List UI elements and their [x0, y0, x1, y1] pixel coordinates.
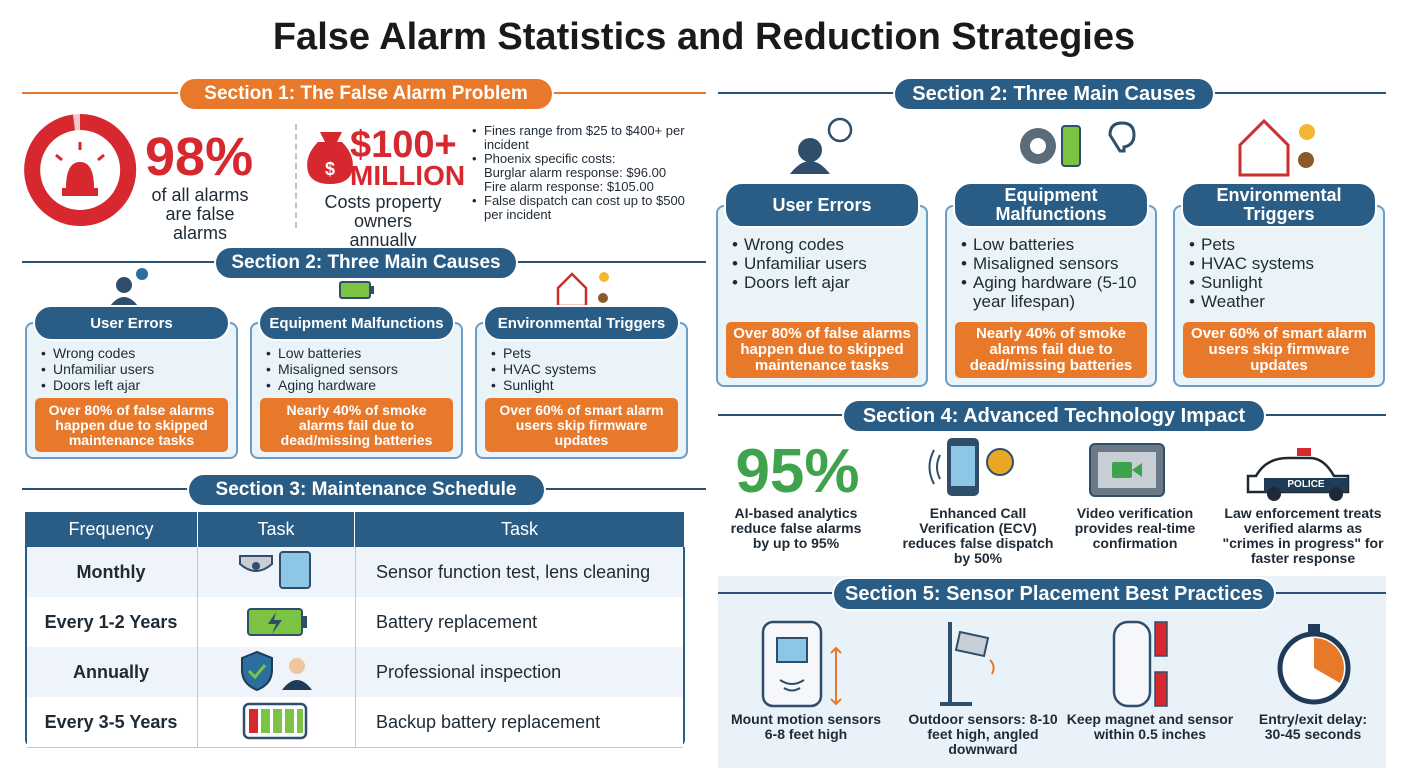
card-note: Over 60% of smart alarm users skip firmw…	[485, 398, 678, 452]
cause-item: Pets	[1189, 235, 1371, 254]
tech-caption: Enhanced Call Verification (ECV) reduces…	[902, 505, 1054, 566]
section-heading: Section 2: Three Main Causes	[893, 77, 1215, 111]
section-heading: Section 2: Three Main Causes	[214, 246, 518, 280]
big-stat: 98%	[145, 127, 254, 187]
cause-item: Low batteries	[961, 235, 1143, 254]
column-header: Frequency	[25, 512, 198, 547]
cause-item: Pets	[491, 345, 674, 361]
cause-item: HVAC systems	[491, 361, 674, 377]
fact: Fines range from $25 to $400+ per incide…	[472, 124, 702, 152]
card-note: Over 80% of false alarms happen due to s…	[35, 398, 228, 452]
cause-item: Weather	[1189, 292, 1371, 311]
cause-item: Aging hardware (5-10 year lifespan)	[961, 273, 1143, 311]
placement-icons	[761, 620, 1351, 708]
row-task: Professional inspection	[376, 661, 562, 682]
cause-item: Sunlight	[491, 377, 674, 393]
cause-item: Doors left ajar	[41, 377, 224, 393]
column-header: Task	[198, 512, 355, 547]
stat-caption: of all alarms are false alarms	[151, 185, 249, 243]
cause-item: Unfamiliar users	[732, 254, 914, 273]
row-frequency: Annually	[25, 647, 198, 697]
row-frequency: Every 1-2 Years	[25, 597, 198, 647]
card-note: Nearly 40% of smoke alarms fail due to d…	[260, 398, 453, 452]
card-note: Over 80% of false alarms happen due to s…	[726, 322, 918, 378]
police-label: POLICE	[1287, 479, 1325, 490]
col-divider	[355, 697, 356, 747]
placement-caption: Entry/exit delay: 30-45 seconds	[1258, 711, 1368, 742]
row-task: Battery replacement	[376, 611, 538, 632]
stat-caption: Costs property owners annually	[324, 192, 442, 250]
placement-caption: Keep magnet and sensor within 0.5 inches	[1066, 711, 1234, 742]
column-header: Task	[355, 512, 685, 547]
fact: False dispatch can cost up to $500 per i…	[472, 194, 702, 222]
card-title: Equipment Malfunctions	[953, 182, 1149, 228]
section-heading: Section 1: The False Alarm Problem	[178, 77, 554, 111]
stat-unit: MILLION	[350, 160, 466, 191]
fact: Phoenix specific costs:	[472, 152, 702, 167]
row-frequency: Monthly	[25, 547, 198, 597]
fact-detail: Fire alarm response: $105.00	[484, 179, 654, 194]
col-divider	[355, 547, 356, 597]
section-heading: Section 3: Maintenance Schedule	[186, 473, 546, 507]
cause-item: Aging hardware	[266, 377, 449, 393]
tech-caption: Law enforcement treats verified alarms a…	[1222, 505, 1384, 566]
section-heading: Section 5: Sensor Placement Best Practic…	[832, 577, 1276, 611]
card-list: Low batteriesMisaligned sensorsAging har…	[961, 235, 1143, 311]
tech-stat: 95%	[735, 437, 860, 506]
home-icon	[556, 118, 1315, 308]
card-title: Environmental Triggers	[483, 305, 680, 341]
technology-icons	[928, 438, 1350, 501]
card-title: Environmental Triggers	[1181, 182, 1377, 228]
tech-caption: AI-based analytics reduce false alarms b…	[730, 505, 862, 551]
cause-item: Doors left ajar	[732, 273, 914, 292]
row-task: Sensor function test, lens cleaning	[376, 561, 651, 582]
card-list: PetsHVAC systemsSunlight	[491, 345, 674, 393]
money-bag-icon: $	[307, 132, 353, 184]
cause-item: Unfamiliar users	[41, 361, 224, 377]
fact-detail: Burglar alarm response: $96.00	[484, 165, 667, 180]
card-list: PetsHVAC systemsSunlightWeather	[1189, 235, 1371, 311]
divider	[295, 124, 297, 228]
page-title: False Alarm Statistics and Reduction Str…	[272, 16, 1136, 58]
fact-list: Fines range from $25 to $400+ per incide…	[472, 124, 702, 222]
alarm-ring	[24, 113, 137, 226]
cause-item: Misaligned sensors	[961, 254, 1143, 273]
card-list: Low batteriesMisaligned sensorsAging har…	[266, 345, 449, 393]
cause-item: Sunlight	[1189, 273, 1371, 292]
col-divider	[355, 647, 356, 697]
row-task: Backup battery replacement	[376, 711, 601, 732]
placement-caption: Outdoor sensors: 8-10 feet high, angled …	[908, 711, 1058, 757]
card-list: Wrong codesUnfamiliar usersDoors left aj…	[732, 235, 914, 292]
row-frequency: Every 3-5 Years	[25, 697, 198, 747]
section-heading: Section 4: Advanced Technology Impact	[842, 399, 1266, 433]
cause-item: Wrong codes	[732, 235, 914, 254]
card-title: Equipment Malfunctions	[258, 305, 455, 341]
card-note: Over 60% of smart alarm users skip firmw…	[1183, 322, 1375, 378]
cause-item: Misaligned sensors	[266, 361, 449, 377]
table-icons	[239, 551, 312, 740]
cause-item: HVAC systems	[1189, 254, 1371, 273]
card-list: Wrong codesUnfamiliar usersDoors left aj…	[41, 345, 224, 393]
card-note: Nearly 40% of smoke alarms fail due to d…	[955, 322, 1147, 378]
card-title: User Errors	[724, 182, 920, 228]
col-divider	[355, 597, 356, 647]
cause-item: Low batteries	[266, 345, 449, 361]
user-icon	[110, 117, 1136, 306]
placement-caption: Mount motion sensors 6-8 feet high	[730, 711, 882, 742]
battery-icon	[339, 125, 1081, 299]
tech-caption: Video verification provides real-time co…	[1074, 505, 1196, 551]
card-title: User Errors	[33, 305, 230, 341]
cause-item: Wrong codes	[41, 345, 224, 361]
big-stat: $100+	[350, 124, 457, 166]
svg-text:$: $	[325, 159, 335, 179]
